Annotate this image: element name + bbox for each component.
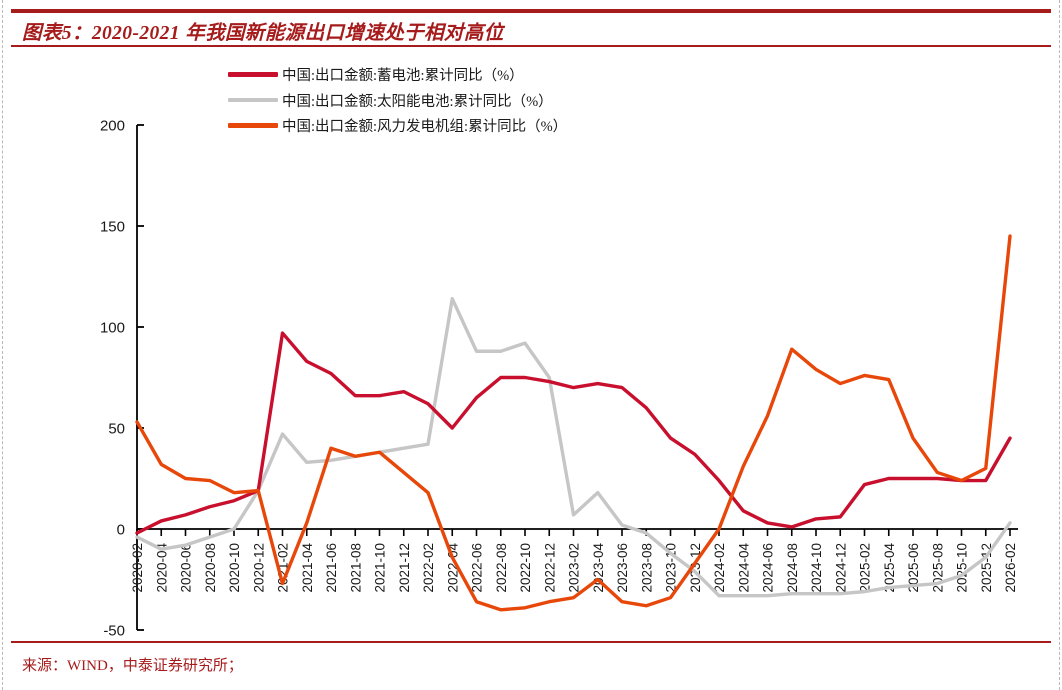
- x-tick-label: 2022-08: [494, 543, 509, 593]
- x-tick-label: 2023-02: [567, 543, 582, 593]
- x-tick-label: 2022-10: [518, 543, 533, 593]
- series-line: [135, 297, 1012, 598]
- legend-label-wind: 中国:出口金额:风力发电机组:累计同比（%）: [282, 119, 568, 135]
- title-bottom-rule: [11, 45, 1051, 47]
- x-tick-label: 2025-06: [906, 543, 921, 593]
- x-tick-label: 2026-02: [1003, 543, 1018, 593]
- legend-item-wind: 中国:出口金额:风力发电机组:累计同比（%）: [228, 117, 568, 135]
- legend-swatch-battery: [228, 72, 278, 77]
- y-tick-label: 0: [117, 522, 125, 539]
- x-tick-label: 2021-02: [276, 543, 291, 593]
- x-tick-label: 2024-02: [712, 543, 727, 593]
- x-tick-label: 2025-10: [955, 543, 970, 593]
- figure-title: 图表5：2020-2021 年我国新能源出口增速处于相对高位: [22, 23, 504, 44]
- x-tick-label: 2024-12: [833, 543, 848, 593]
- x-tick-label: 2023-10: [664, 543, 679, 593]
- x-tick-label: 2020-12: [251, 543, 266, 593]
- legend-label-solar: 中国:出口金额:太阳能电池:累计同比（%）: [282, 93, 553, 110]
- legend-swatch-solar: [228, 97, 278, 103]
- footer-rule: [11, 641, 1051, 643]
- x-tick-label: 2021-08: [348, 543, 363, 593]
- x-tick-label: 2021-10: [373, 543, 388, 593]
- x-tick-label: 2025-04: [882, 543, 897, 593]
- title-top-rule: [11, 9, 1051, 13]
- x-tick-label: 2023-06: [615, 543, 630, 593]
- x-tick-label: 2022-02: [421, 543, 436, 593]
- x-tick-label: 2021-06: [324, 543, 339, 593]
- x-tick-label: 2020-04: [154, 543, 169, 593]
- left-frame-divider: [2, 0, 3, 690]
- legend-item-solar: 中国:出口金额:太阳能电池:累计同比（%）: [228, 92, 567, 110]
- x-tick-label: 2020-02: [130, 543, 145, 593]
- legend-label-battery: 中国:出口金额:蓄电池:累计同比（%）: [282, 68, 524, 84]
- x-tick-label: 2024-06: [761, 543, 776, 593]
- right-frame-divider: [1059, 0, 1060, 690]
- x-tick-label: 2022-04: [445, 543, 460, 593]
- x-tick-label: 2023-08: [639, 543, 654, 593]
- x-tick-label: 2022-06: [470, 543, 485, 593]
- series-line: [135, 331, 1012, 535]
- y-tick-label: 50: [108, 421, 125, 438]
- x-tick-label: 2020-08: [203, 543, 218, 593]
- y-tick-label: 200: [100, 118, 125, 135]
- x-tick-label: 2023-04: [591, 543, 606, 593]
- x-tick-label: 2025-12: [979, 543, 994, 593]
- y-tick-label: 150: [100, 219, 125, 236]
- series-line: [135, 234, 1012, 612]
- x-tick-label: 2025-02: [858, 543, 873, 593]
- x-tick-label: 2020-10: [227, 543, 242, 593]
- x-tick-label: 2023-12: [688, 543, 703, 593]
- x-tick-label: 2025-08: [930, 543, 945, 593]
- x-tick-label: 2022-12: [542, 543, 557, 593]
- x-tick-label: 2024-08: [785, 543, 800, 593]
- y-tick-label: -50: [103, 623, 125, 640]
- x-tick-label: 2024-04: [736, 543, 751, 593]
- source-note: 来源：WIND，中泰证券研究所；: [22, 658, 243, 674]
- legend-swatch-wind: [228, 123, 278, 128]
- x-tick-label: 2024-10: [809, 543, 824, 593]
- x-tick-label: 2020-06: [179, 543, 194, 593]
- x-tick-label: 2021-12: [397, 543, 412, 593]
- x-tick-label: 2021-04: [300, 543, 315, 593]
- y-tick-label: 100: [100, 320, 125, 337]
- legend-item-battery: 中国:出口金额:蓄电池:累计同比（%）: [228, 66, 567, 84]
- chart-legend: 中国:出口金额:蓄电池:累计同比（%） 中国:出口金额:太阳能电池:累计同比（%…: [228, 66, 568, 135]
